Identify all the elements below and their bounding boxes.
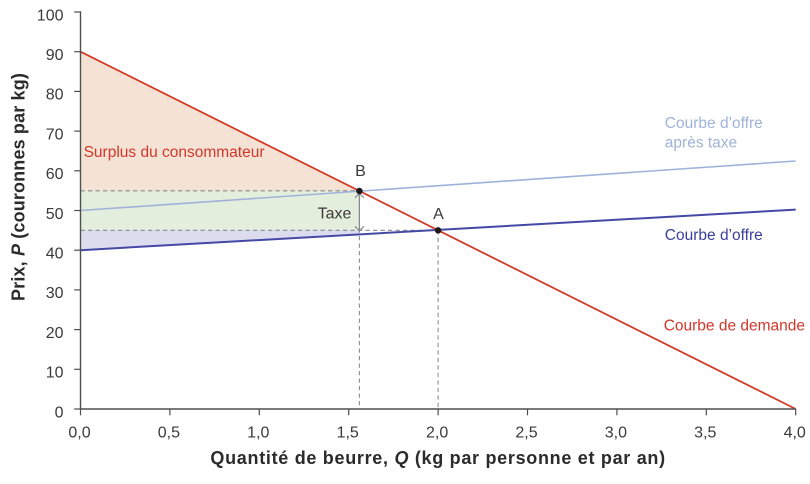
svg-text:Prix, P (couronnes par kg): Prix, P (couronnes par kg) [9, 73, 29, 301]
svg-text:70: 70 [46, 126, 64, 143]
svg-text:2,5: 2,5 [515, 425, 537, 442]
svg-text:Courbe d’offre: Courbe d’offre [665, 227, 763, 244]
svg-text:3,5: 3,5 [694, 425, 716, 442]
svg-text:0,0: 0,0 [68, 425, 90, 442]
svg-text:0: 0 [55, 404, 64, 421]
svg-text:10: 10 [46, 365, 64, 382]
svg-text:Surplus du consommateur: Surplus du consommateur [84, 144, 265, 161]
svg-text:3,0: 3,0 [605, 425, 627, 442]
svg-text:après taxe: après taxe [665, 135, 737, 152]
svg-text:20: 20 [46, 325, 64, 342]
svg-text:Courbe de demande: Courbe de demande [664, 318, 805, 335]
svg-text:30: 30 [46, 285, 64, 302]
svg-text:Taxe: Taxe [318, 206, 352, 223]
svg-text:80: 80 [46, 87, 64, 104]
svg-text:2,0: 2,0 [426, 425, 448, 442]
svg-text:50: 50 [46, 206, 64, 223]
svg-text:0,5: 0,5 [158, 425, 180, 442]
svg-text:Quantité de beurre, Q (kg par: Quantité de beurre, Q (kg par personne e… [210, 448, 665, 468]
svg-text:A: A [433, 206, 444, 223]
svg-text:100: 100 [37, 7, 64, 24]
svg-text:60: 60 [46, 166, 64, 183]
svg-text:90: 90 [46, 47, 64, 64]
svg-text:1,5: 1,5 [337, 425, 359, 442]
svg-text:40: 40 [46, 246, 64, 263]
svg-text:B: B [355, 163, 366, 180]
svg-text:Courbe d’offre: Courbe d’offre [665, 115, 763, 132]
svg-text:4,0: 4,0 [784, 425, 806, 442]
svg-text:1,0: 1,0 [247, 425, 269, 442]
